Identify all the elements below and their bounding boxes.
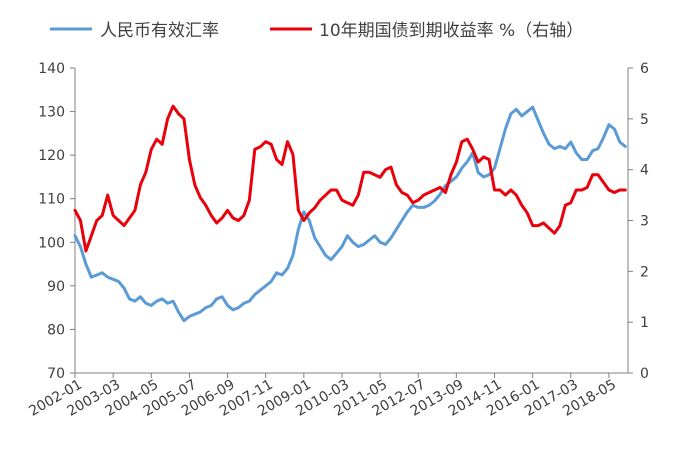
left-y-axis: 70 80 90 100 110 120 130 140	[38, 61, 76, 382]
right-axis-tick-label: 4	[640, 163, 649, 179]
left-axis-tick-label: 100	[38, 235, 65, 251]
x-axis: 2002-012003-032004-052005-072006-092007-…	[26, 372, 628, 420]
right-y-axis: 0 1 2 3 4 5 6	[627, 61, 649, 382]
right-axis-tick-label: 5	[640, 112, 649, 128]
left-axis-tick-label: 70	[47, 366, 65, 382]
left-axis-tick-label: 90	[47, 279, 65, 295]
right-axis-tick-label: 6	[640, 61, 649, 77]
left-axis-tick-label: 110	[38, 192, 65, 208]
left-axis-tick-label: 80	[47, 322, 65, 338]
left-axis-tick-label: 140	[38, 61, 65, 77]
series-line-bond-yield	[73, 104, 627, 253]
legend-label-exchange-rate: 人民币有效汇率	[100, 21, 219, 41]
legend-label-bond-yield: 10年期国债到期收益率 %（右轴）	[319, 21, 583, 41]
right-axis-tick-label: 1	[640, 315, 649, 331]
legend: 人民币有效汇率 10年期国债到期收益率 %（右轴）	[50, 21, 583, 41]
right-axis-tick-label: 0	[640, 366, 649, 382]
series-layer	[73, 104, 627, 323]
left-axis-tick-label: 120	[38, 148, 65, 164]
series-line-exchange-rate	[73, 105, 627, 323]
left-axis-tick-label: 130	[38, 105, 65, 121]
right-axis-tick-label: 2	[640, 264, 649, 280]
right-axis-tick-label: 3	[640, 214, 649, 230]
